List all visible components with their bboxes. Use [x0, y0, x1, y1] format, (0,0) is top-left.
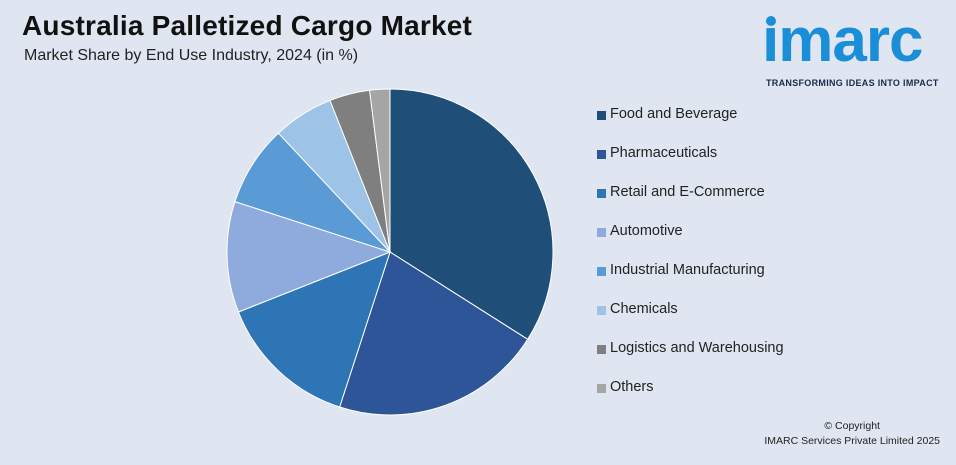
logo-tagline: TRANSFORMING IDEAS INTO IMPACT: [766, 78, 939, 88]
legend-label: Retail and E-Commerce: [610, 184, 765, 200]
legend-item-food-and-beverage: Food and Beverage: [597, 106, 784, 145]
legend-label: Food and Beverage: [610, 106, 738, 122]
legend-swatch: [597, 384, 606, 393]
legend-swatch: [597, 228, 606, 237]
copyright-company: IMARC Services Private Limited 2025: [764, 435, 940, 447]
legend-label: Industrial Manufacturing: [610, 262, 765, 278]
pie-slice-pharmaceuticals: [338, 251, 529, 416]
copyright-notice: © Copyright IMARC Services Private Limit…: [764, 419, 940, 449]
legend-swatch: [597, 189, 606, 198]
pie-slice-others: [369, 88, 391, 253]
chart-title: Australia Palletized Cargo Market: [22, 10, 473, 41]
legend-label: Chemicals: [610, 301, 678, 317]
chart-legend: Food and Beverage Pharmaceuticals Retail a…: [597, 106, 784, 418]
legend-swatch: [597, 150, 606, 159]
imarc-logo: ımarc TRANSFORMING IDEAS INTO IMPACT: [762, 8, 947, 92]
logo-wordmark: ımarc: [762, 6, 923, 75]
legend-label: Others: [610, 379, 654, 395]
legend-item-automotive: Automotive: [597, 223, 784, 262]
legend-swatch: [597, 345, 606, 354]
legend-item-industrial-manufacturing: Industrial Manufacturing: [597, 262, 784, 301]
legend-item-retail-and-e-commerce: Retail and E-Commerce: [597, 184, 784, 223]
copyright-line: © Copyright: [824, 420, 880, 432]
logo-dot: [766, 16, 776, 26]
legend-label: Automotive: [610, 223, 683, 239]
legend-swatch: [597, 111, 606, 120]
legend-item-others: Others: [597, 379, 784, 418]
legend-item-logistics-and-warehousing: Logistics and Warehousing: [597, 340, 784, 379]
legend-label: Pharmaceuticals: [610, 145, 718, 161]
legend-label: Logistics and Warehousing: [610, 340, 784, 356]
pie-slice-food-and-beverage: [389, 88, 554, 341]
pie-slice-automotive: [226, 200, 392, 313]
legend-item-chemicals: Chemicals: [597, 301, 784, 340]
chart-subtitle: Market Share by End Use Industry, 2024 (…: [24, 47, 359, 64]
pie-slice-retail-and-e-commerce: [237, 251, 391, 408]
legend-item-pharmaceuticals: Pharmaceuticals: [597, 145, 784, 184]
legend-swatch: [597, 267, 606, 276]
legend-swatch: [597, 306, 606, 315]
